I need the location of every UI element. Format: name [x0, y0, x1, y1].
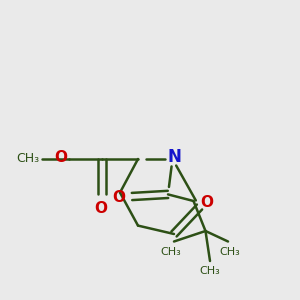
Text: O: O — [94, 201, 107, 216]
Text: O: O — [200, 195, 213, 210]
Text: CH₃: CH₃ — [219, 247, 240, 257]
Text: CH₃: CH₃ — [16, 152, 40, 166]
Text: CH₃: CH₃ — [200, 266, 220, 276]
Text: O: O — [112, 190, 125, 206]
Text: CH₃: CH₃ — [160, 247, 182, 257]
Text: N: N — [167, 148, 181, 166]
Text: O: O — [55, 150, 68, 165]
